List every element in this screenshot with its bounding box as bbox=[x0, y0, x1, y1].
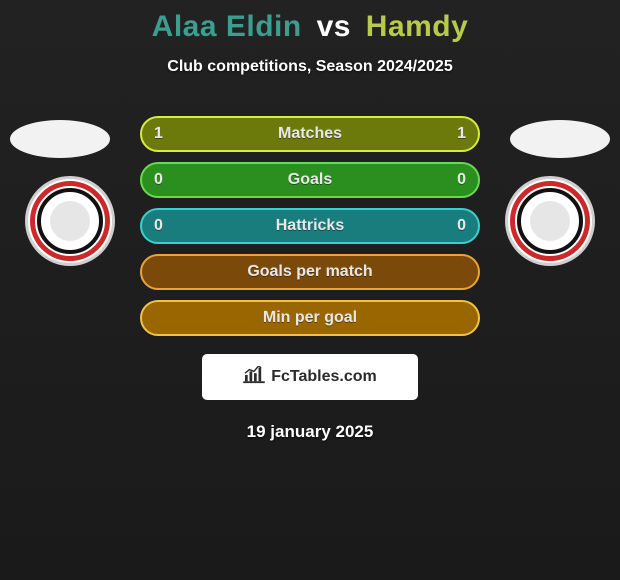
stat-label: Goals bbox=[142, 171, 478, 189]
brand-text: FcTables.com bbox=[271, 368, 377, 386]
club-logo-left bbox=[25, 176, 115, 266]
stat-left-value: 0 bbox=[154, 217, 163, 235]
vs-text: vs bbox=[317, 10, 351, 43]
stat-label: Matches bbox=[142, 125, 478, 143]
player2-name: Hamdy bbox=[366, 10, 469, 43]
club-logo-right bbox=[505, 176, 595, 266]
stat-right-value: 0 bbox=[457, 217, 466, 235]
ellipse-right bbox=[510, 120, 610, 158]
date-text: 19 january 2025 bbox=[0, 422, 620, 442]
player1-name: Alaa Eldin bbox=[152, 10, 302, 43]
stat-row-matches: 1 Matches 1 bbox=[140, 116, 480, 152]
subtitle: Club competitions, Season 2024/2025 bbox=[0, 58, 620, 76]
brand-card: FcTables.com bbox=[202, 354, 418, 400]
stat-right-value: 1 bbox=[457, 125, 466, 143]
stat-left-value: 0 bbox=[154, 171, 163, 189]
ellipse-left bbox=[10, 120, 110, 158]
stat-row-hattricks: 0 Hattricks 0 bbox=[140, 208, 480, 244]
stat-row-goals: 0 Goals 0 bbox=[140, 162, 480, 198]
stat-label: Min per goal bbox=[142, 309, 478, 327]
stat-row-min-per-goal: Min per goal bbox=[140, 300, 480, 336]
comparison-title: Alaa Eldin vs Hamdy bbox=[0, 0, 620, 44]
stat-label: Hattricks bbox=[142, 217, 478, 235]
bar-chart-icon bbox=[243, 366, 265, 389]
stat-left-value: 1 bbox=[154, 125, 163, 143]
stat-label: Goals per match bbox=[142, 263, 478, 281]
stat-row-goals-per-match: Goals per match bbox=[140, 254, 480, 290]
stat-right-value: 0 bbox=[457, 171, 466, 189]
